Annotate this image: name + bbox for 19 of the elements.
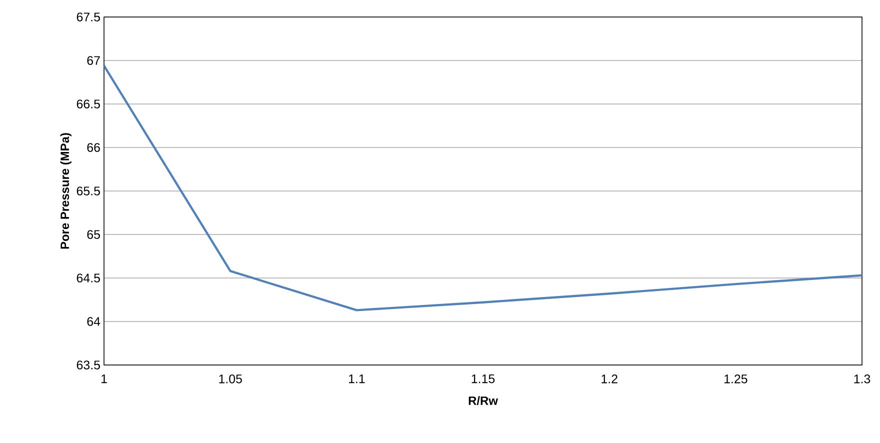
y-tick-label: 65 <box>87 230 100 239</box>
x-tick-label: 1.2 <box>602 374 618 384</box>
x-tick-label: 1 <box>102 374 107 384</box>
y-tick-label: 63.5 <box>76 360 100 370</box>
y-tick-label: 66 <box>87 143 100 152</box>
x-tick-label: 1.1 <box>348 374 365 384</box>
y-tick-label: 64.5 <box>76 274 100 282</box>
x-tick-label: 1.3 <box>854 374 870 384</box>
y-tick-label: 65.5 <box>76 186 100 196</box>
x-axis-title: R/Rw <box>468 396 498 406</box>
y-axis-title: Pore Pressure (MPa) <box>60 133 72 249</box>
line-series <box>104 64 862 312</box>
y-tick-label: 67 <box>87 56 100 65</box>
x-tick-label: 1.15 <box>472 374 495 384</box>
y-tick-label: 67.5 <box>76 12 100 22</box>
x-tick-label: 1.05 <box>219 374 242 384</box>
y-tick-label: 64 <box>87 317 100 326</box>
x-tick-label: 1.25 <box>724 374 748 384</box>
y-tick-label: 66.5 <box>76 100 100 108</box>
